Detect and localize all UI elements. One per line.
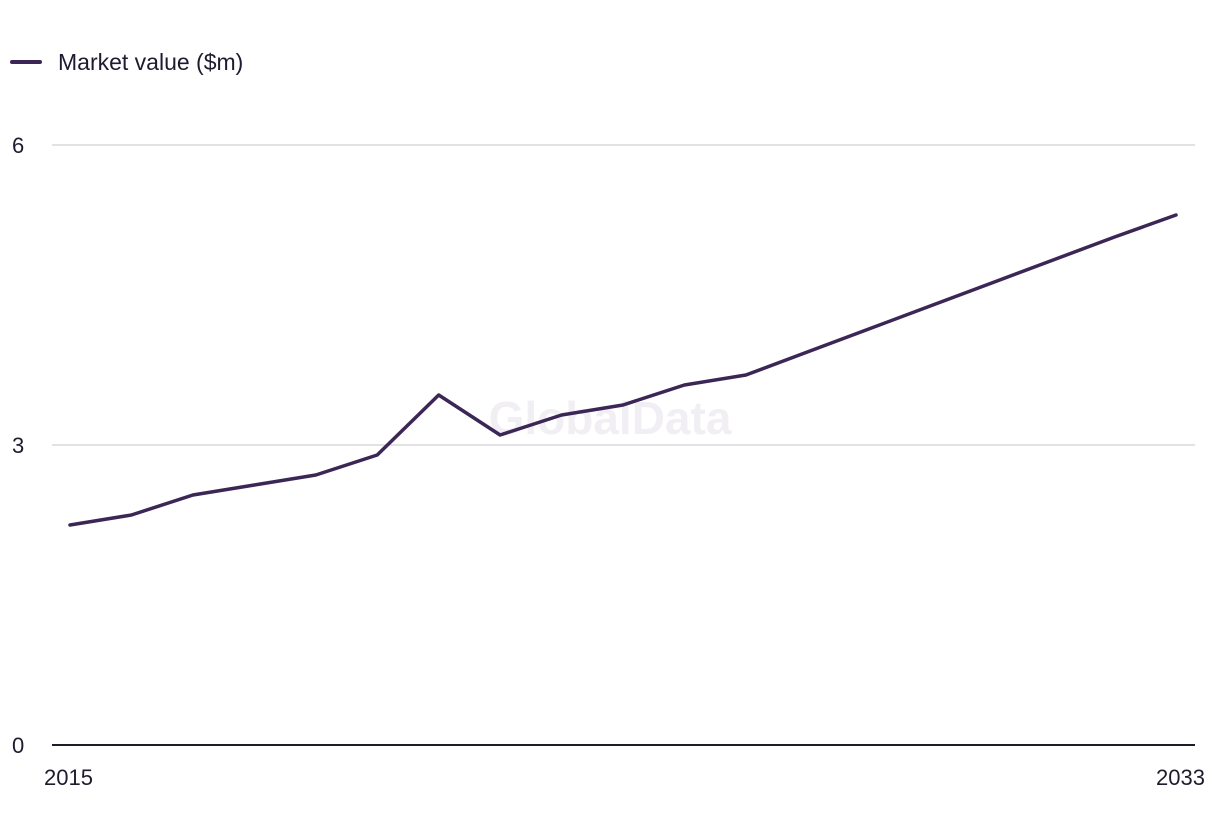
x-tick-label: 2015 (44, 765, 93, 790)
grid-layer (52, 144, 1195, 446)
watermark: GlobalData (489, 392, 732, 444)
series-line-market-value (68, 213, 1178, 527)
y-tick-label: 3 (12, 433, 24, 458)
y-tick-label: 6 (12, 133, 24, 158)
y-tick-label: 0 (12, 733, 24, 758)
x-tick-label: 2033 (1156, 765, 1205, 790)
x-tick-layer: 2015 2033 (44, 765, 1205, 790)
legend-label: Market value ($m) (58, 49, 243, 75)
series-layer (68, 213, 1178, 527)
legend: Market value ($m) (10, 49, 243, 75)
y-tick-layer: 0 3 6 (12, 133, 24, 758)
